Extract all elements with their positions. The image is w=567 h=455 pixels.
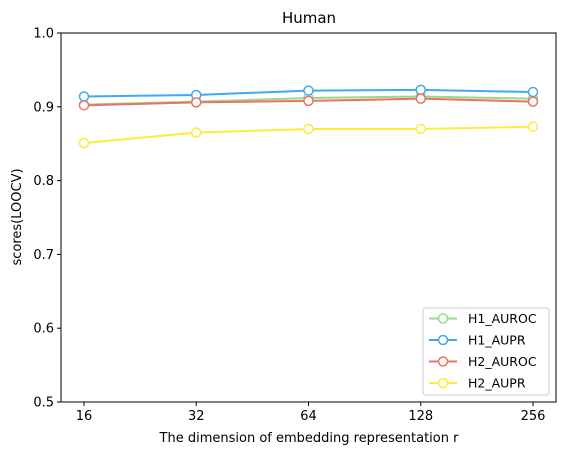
data-point	[78, 91, 90, 102]
x-tick-label: 64	[300, 409, 317, 424]
y-tick-label: 0.7	[33, 248, 54, 263]
legend-label: H1_AUROC	[468, 311, 537, 326]
data-point	[527, 86, 539, 98]
y-tick-label: 1.0	[33, 27, 54, 42]
data-point	[527, 96, 539, 107]
legend-label: H2_AUPR	[468, 376, 526, 391]
y-tick-label: 0.5	[33, 396, 54, 411]
legend-label: H2_AUROC	[468, 354, 537, 369]
y-tick-label: 0.6	[33, 322, 54, 337]
x-axis-label: The dimension of embedding representatio…	[159, 431, 460, 446]
data-point	[303, 95, 314, 107]
data-point	[415, 84, 426, 96]
x-tick-label: 128	[408, 409, 433, 424]
data-point	[415, 123, 426, 135]
y-tick-label: 0.9	[33, 100, 54, 115]
data-point	[415, 93, 426, 104]
y-tick-label: 0.8	[33, 174, 54, 189]
legend-box	[422, 307, 550, 396]
chart-title: Human	[282, 9, 336, 27]
plot-area: 0.5 0.6 0.7 0.8 0.9 1.0 16 32 64 128 256	[33, 27, 557, 424]
x-tick-label: 256	[521, 409, 546, 424]
legend-swatch-marker	[437, 334, 449, 346]
data-point	[78, 100, 90, 111]
legend-swatch-marker	[437, 356, 449, 367]
x-tick-label: 16	[76, 409, 93, 424]
data-point	[78, 137, 90, 149]
data-point	[303, 123, 314, 135]
data-point	[527, 121, 539, 132]
data-point	[191, 97, 202, 108]
data-point	[191, 127, 202, 138]
y-axis-label: scores(LOOCV)	[10, 168, 25, 265]
legend-swatch-marker	[437, 313, 449, 324]
x-tick-label: 32	[188, 409, 205, 424]
legend-label: H1_AUPR	[468, 333, 526, 348]
legend-swatch-marker	[437, 377, 449, 389]
legend: H1_AUROC H1_AUPR H2_AUROC H2_AUPR	[422, 307, 550, 396]
data-point	[303, 85, 314, 96]
